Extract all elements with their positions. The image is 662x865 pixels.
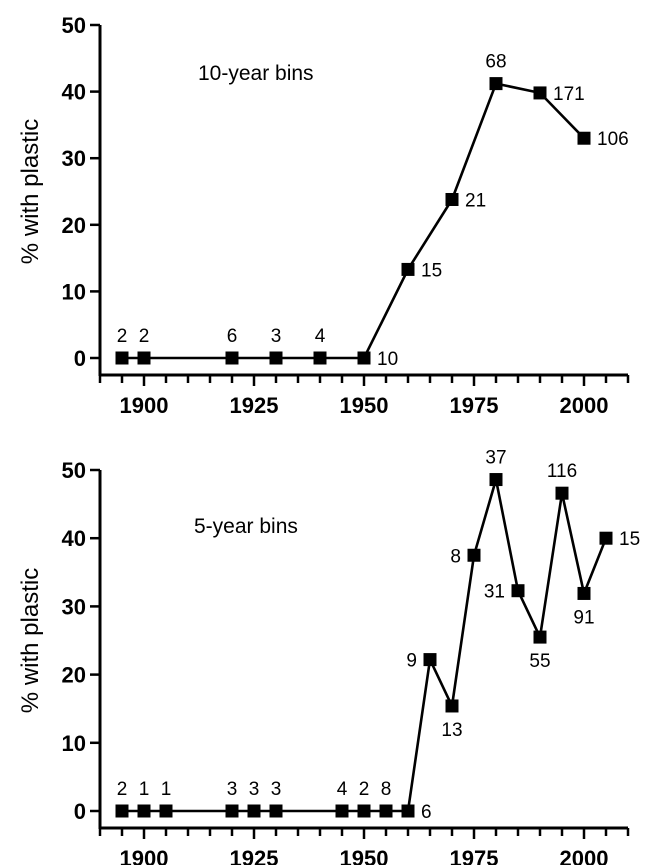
y-tick-label: 30 xyxy=(62,146,86,171)
y-tick-label: 0 xyxy=(74,799,86,824)
x-tick-label: 2000 xyxy=(560,393,609,418)
data-point xyxy=(357,804,371,818)
data-label: 2 xyxy=(359,779,370,800)
data-label: 21 xyxy=(465,190,486,211)
data-point xyxy=(423,653,437,667)
data-point xyxy=(137,804,151,818)
data-label: 4 xyxy=(337,779,348,800)
y-tick-label: 20 xyxy=(62,213,86,238)
data-label: 8 xyxy=(450,546,461,567)
data-label: 68 xyxy=(485,52,506,73)
data-label: 3 xyxy=(227,779,238,800)
x-tick-label: 2000 xyxy=(560,846,609,865)
x-tick-label: 1900 xyxy=(120,393,169,418)
y-tick-label: 10 xyxy=(62,731,86,756)
data-point xyxy=(335,804,349,818)
panel-10-year-bins: 0 10 20 30 40 50 1900 1925 1950 1975 2000 % with pl… xyxy=(17,13,630,418)
data-point xyxy=(577,131,591,145)
data-point xyxy=(511,584,525,598)
x-tick-label: 1925 xyxy=(230,393,279,418)
data-point xyxy=(269,351,283,365)
data-point xyxy=(115,351,129,365)
data-label: 91 xyxy=(573,607,594,628)
y-tick-label: 40 xyxy=(62,526,86,551)
data-label: 2 xyxy=(139,326,150,347)
data-label: 13 xyxy=(441,720,462,741)
x-tick-label: 1925 xyxy=(230,846,279,865)
data-label: 10 xyxy=(377,349,398,370)
data-point xyxy=(137,351,151,365)
data-point xyxy=(401,262,415,276)
data-point xyxy=(225,351,239,365)
x-tick-label: 1900 xyxy=(120,846,169,865)
data-label: 15 xyxy=(421,260,442,281)
data-label: 116 xyxy=(547,461,577,482)
y-tick-label: 20 xyxy=(62,663,86,688)
y-tick-label: 50 xyxy=(62,458,86,483)
data-point xyxy=(533,86,547,100)
data-label: 3 xyxy=(271,326,282,347)
series-line xyxy=(122,82,585,360)
data-point xyxy=(489,77,503,91)
data-point xyxy=(115,804,129,818)
data-label: 3 xyxy=(249,779,260,800)
data-point xyxy=(225,804,239,818)
data-point xyxy=(577,586,591,600)
data-point xyxy=(313,351,327,365)
x-tick-label: 1975 xyxy=(450,846,499,865)
data-label: 1 xyxy=(161,779,172,800)
data-label: 2 xyxy=(117,779,128,800)
data-label: 106 xyxy=(597,129,629,150)
data-point xyxy=(357,351,371,365)
data-point xyxy=(401,804,415,818)
y-tick-label: 40 xyxy=(62,80,86,105)
data-label: 9 xyxy=(406,651,417,672)
y-tick-label: 0 xyxy=(74,346,86,371)
data-label: 15 xyxy=(619,529,640,550)
data-point xyxy=(489,473,503,487)
data-label: 31 xyxy=(484,582,505,603)
data-point xyxy=(599,531,613,545)
data-point xyxy=(159,804,173,818)
panel-5-year-bins: 0 10 20 30 40 50 1900 1925 1950 1975 2000 % with pl… xyxy=(17,448,640,865)
data-label: 3 xyxy=(271,779,282,800)
data-point xyxy=(467,548,481,562)
data-point xyxy=(269,804,283,818)
data-label: 37 xyxy=(485,448,506,469)
data-label: 171 xyxy=(553,84,585,105)
x-tick-label: 1950 xyxy=(340,393,389,418)
x-tick-label: 1950 xyxy=(340,846,389,865)
data-point xyxy=(533,630,547,644)
data-point xyxy=(445,192,459,206)
y-tick-label: 30 xyxy=(62,594,86,619)
data-label: 2 xyxy=(117,326,128,347)
data-label: 4 xyxy=(315,326,326,347)
data-label: 8 xyxy=(381,779,392,800)
x-tick-label: 1975 xyxy=(450,393,499,418)
y-axis-label: % with plastic xyxy=(17,568,44,713)
chart-title: 5-year bins xyxy=(194,515,298,538)
data-label: 6 xyxy=(227,326,238,347)
data-point xyxy=(379,804,393,818)
data-point xyxy=(445,699,459,713)
y-tick-label: 50 xyxy=(62,13,86,38)
y-axis-label: % with plastic xyxy=(17,119,44,264)
data-point xyxy=(555,486,569,500)
data-label: 55 xyxy=(529,651,550,672)
chart-title: 10-year bins xyxy=(198,62,314,85)
data-point xyxy=(247,804,261,818)
data-label: 1 xyxy=(139,779,150,800)
y-tick-label: 10 xyxy=(62,279,86,304)
data-label: 6 xyxy=(421,802,432,823)
